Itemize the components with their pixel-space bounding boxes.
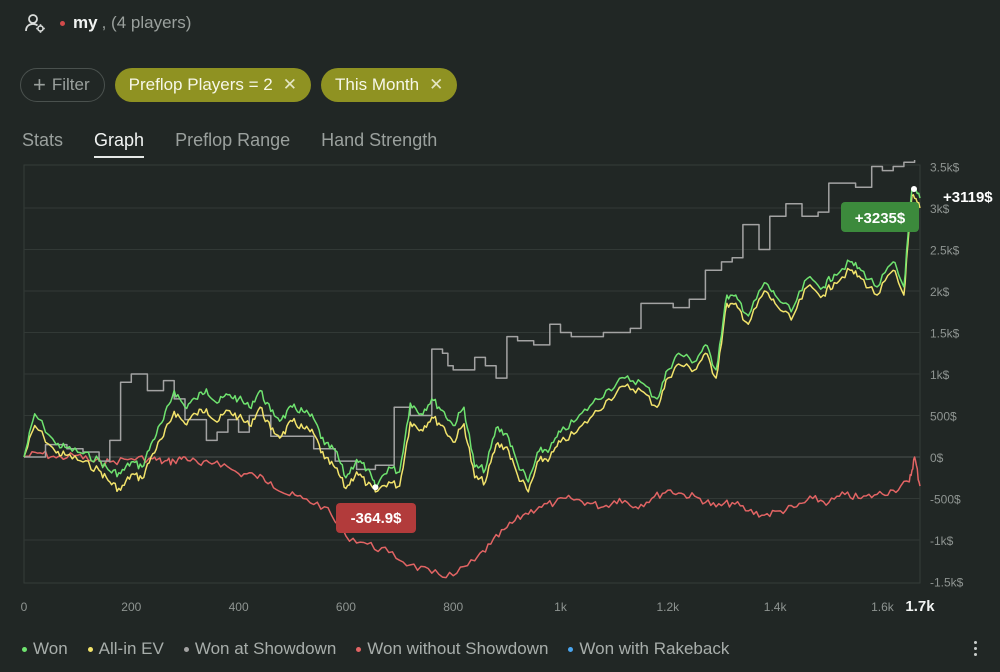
y-tick-label: -1k$ xyxy=(930,534,954,548)
legend-item-won-at-showdown[interactable]: Won at Showdown xyxy=(183,639,337,659)
legend-label: Won xyxy=(33,639,68,658)
tab-bar: Stats Graph Preflop Range Hand Strength xyxy=(22,130,437,158)
close-icon[interactable]: ✕ xyxy=(429,75,444,94)
series-won-at-showdown-line xyxy=(24,160,916,471)
legend-item-all-in-ev[interactable]: All-in EV xyxy=(87,639,164,659)
x-tick-label: 800 xyxy=(443,600,463,614)
max-callout-box xyxy=(841,202,919,232)
x-tick-label: 1.4k xyxy=(764,600,788,614)
y-tick-label: 2k$ xyxy=(930,285,950,299)
players-separator: , xyxy=(101,13,107,32)
end-value-label: +3119$ xyxy=(943,189,993,206)
min-point-marker xyxy=(372,484,379,491)
x-tick-label: 400 xyxy=(229,600,249,614)
legend-dot xyxy=(22,646,27,652)
players-text: (4 players) xyxy=(111,13,192,32)
x-tick-label: 0 xyxy=(21,600,28,614)
y-tick-label: 1.5k$ xyxy=(930,327,960,341)
y-tick-label: 0$ xyxy=(930,451,944,465)
end-point-marker xyxy=(911,186,917,192)
legend-dot xyxy=(183,646,189,652)
series-won-without-showdown-line xyxy=(23,450,921,579)
x-max-label: 1.7k xyxy=(905,598,935,615)
chart-legend: Won All-in EV Won at Showdown Won withou… xyxy=(22,639,729,659)
tab-stats[interactable]: Stats xyxy=(22,130,64,150)
close-icon[interactable]: ✕ xyxy=(282,75,297,94)
plus-icon: + xyxy=(33,72,46,97)
profit-graph[interactable]: 3.5k$ 3k$ 2.5k$ 2k$ 1.5k$ 1k$ 500$ 0$ -500$ -1k$ -… xyxy=(0,160,1000,620)
y-tick-label: -500$ xyxy=(930,493,961,507)
status-dot xyxy=(60,20,65,26)
user-settings-icon[interactable] xyxy=(24,12,46,34)
session-header: my , (4 players) xyxy=(24,10,191,36)
tab-hand-strength[interactable]: Hand Strength xyxy=(321,130,438,150)
legend-label: All-in EV xyxy=(98,639,164,658)
filter-chip-label: This Month xyxy=(335,75,420,94)
series-all-in-ev-line xyxy=(23,194,921,493)
legend-label: Won without Showdown xyxy=(367,639,549,658)
y-tick-label: 1k$ xyxy=(930,368,950,382)
players-count: , (4 players) xyxy=(102,13,192,33)
legend-dot xyxy=(356,646,362,652)
filter-chip-this-month[interactable]: This Month ✕ xyxy=(321,68,458,102)
x-tick-label: 1k xyxy=(554,600,568,614)
legend-label: Won with Rakeback xyxy=(579,639,730,658)
y-tick-label: 3.5k$ xyxy=(930,161,960,175)
legend-item-won-without-showdown[interactable]: Won without Showdown xyxy=(356,639,548,659)
filter-bar: + Filter Preflop Players = 2 ✕ This Mont… xyxy=(20,68,458,102)
legend-dot xyxy=(568,646,574,652)
filter-chip-preflop-players[interactable]: Preflop Players = 2 ✕ xyxy=(114,68,311,102)
y-tick-label: 500$ xyxy=(930,410,957,424)
x-tick-label: 600 xyxy=(336,600,356,614)
min-callout-box xyxy=(336,503,416,533)
add-filter-label: Filter xyxy=(51,75,90,94)
series-won-line xyxy=(23,186,921,489)
add-filter-button[interactable]: + Filter xyxy=(20,68,105,102)
tab-graph[interactable]: Graph xyxy=(94,130,145,158)
y-tick-label: -1.5k$ xyxy=(930,576,964,590)
legend-item-won-with-rakeback[interactable]: Won with Rakeback xyxy=(568,639,729,659)
x-tick-label: 1.2k xyxy=(656,600,680,614)
max-callout-label: +3235$ xyxy=(855,210,906,227)
x-tick-label: 200 xyxy=(121,600,141,614)
legend-label: Won at Showdown xyxy=(194,639,337,658)
y-tick-label: 2.5k$ xyxy=(930,244,960,258)
y-tick-label: 3k$ xyxy=(930,202,950,216)
session-name[interactable]: my xyxy=(73,13,98,32)
min-callout-label: -364.9$ xyxy=(351,510,403,527)
legend-dot xyxy=(87,646,93,652)
x-tick-label: 1.6k xyxy=(871,600,895,614)
legend-item-won[interactable]: Won xyxy=(22,639,68,659)
tab-preflop-range[interactable]: Preflop Range xyxy=(175,130,291,150)
more-vertical-icon[interactable] xyxy=(970,636,980,660)
filter-chip-label: Preflop Players = 2 xyxy=(128,75,273,94)
